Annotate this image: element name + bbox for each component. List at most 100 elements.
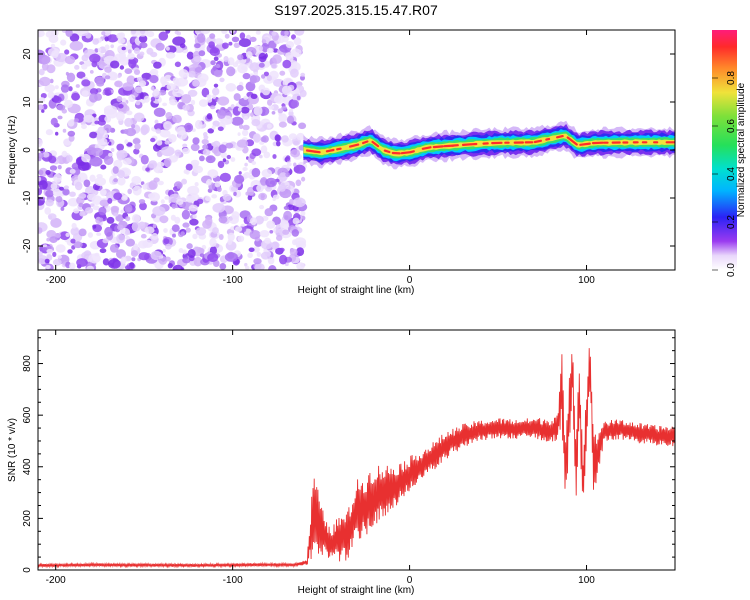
noise-speckle (71, 92, 81, 101)
noise-speckle (126, 207, 132, 213)
noise-speckle (119, 65, 125, 70)
noise-speckle (55, 131, 59, 136)
noise-speckle (182, 257, 191, 264)
noise-speckle (188, 70, 196, 78)
noise-speckle (152, 206, 166, 216)
noise-speckle (295, 179, 302, 187)
noise-speckle (207, 128, 214, 134)
noise-speckle (126, 142, 133, 147)
noise-speckle (190, 159, 200, 167)
noise-speckle (278, 113, 288, 123)
noise-speckle (269, 230, 274, 234)
noise-speckle (114, 73, 119, 79)
noise-speckle (134, 86, 143, 94)
noise-speckle (266, 220, 276, 229)
noise-speckle (181, 178, 188, 185)
noise-speckle (94, 177, 107, 187)
noise-speckle (159, 129, 171, 138)
noise-speckle (260, 145, 268, 154)
noise-speckle (70, 238, 76, 244)
noise-speckle (165, 112, 173, 120)
noise-speckle (89, 53, 101, 63)
noise-speckle (46, 237, 51, 242)
noise-speckle (209, 33, 216, 39)
noise-speckle (286, 115, 295, 124)
noise-speckle (259, 230, 270, 238)
snr-panel: -200 -100 0 100 0 200 400 600 800 Height of stra… (7, 329, 676, 596)
noise-speckle (220, 151, 227, 158)
noise-speckle (206, 178, 212, 186)
noise-speckle (248, 247, 255, 253)
noise-speckle (102, 238, 109, 244)
noise-speckle (110, 44, 114, 49)
noise-speckle (251, 167, 261, 178)
noise-speckle (185, 227, 191, 233)
noise-speckle (132, 138, 141, 145)
noise-speckle (91, 60, 98, 68)
noise-speckle (154, 123, 165, 131)
noise-speckle (69, 168, 76, 174)
noise-speckle (138, 199, 146, 204)
noise-speckle (266, 47, 274, 54)
noise-speckle (96, 232, 102, 236)
noise-speckle (249, 75, 257, 84)
noise-speckle (104, 66, 112, 73)
noise-speckle (116, 32, 124, 40)
noise-speckle (271, 31, 277, 36)
noise-speckle (298, 122, 307, 130)
noise-speckle (244, 162, 248, 167)
noise-speckle (236, 84, 244, 92)
noise-speckle (225, 83, 237, 92)
noise-speckle (89, 174, 96, 182)
noise-speckle (89, 131, 98, 139)
noise-speckle (69, 191, 76, 197)
noise-speckle (190, 143, 200, 152)
noise-speckle (205, 196, 211, 202)
noise-speckle (289, 198, 295, 205)
noise-speckle (89, 156, 103, 167)
noise-speckle (283, 205, 290, 210)
noise-speckle (124, 139, 129, 145)
noise-speckle (260, 136, 267, 143)
noise-speckle (99, 46, 107, 54)
noise-speckle (192, 137, 200, 145)
noise-speckle (241, 129, 249, 137)
noise-speckle (281, 105, 287, 111)
noise-speckle (247, 252, 253, 258)
noise-speckle (274, 134, 281, 142)
noise-speckle (124, 68, 133, 74)
signal-core-segment (305, 149, 317, 153)
noise-speckle (45, 199, 54, 207)
noise-speckle (87, 232, 93, 238)
noise-speckle (238, 38, 251, 48)
noise-speckle (57, 115, 63, 120)
noise-speckle (104, 36, 109, 42)
noise-speckle (133, 112, 145, 122)
noise-speckle (44, 258, 50, 264)
noise-speckle (249, 36, 257, 43)
noise-speckle (57, 255, 62, 259)
noise-speckle (236, 139, 249, 148)
noise-speckle (121, 46, 126, 51)
signal-core-segment (371, 140, 380, 148)
noise-speckle (260, 89, 265, 93)
noise-speckle (192, 233, 198, 240)
noise-speckle (277, 108, 284, 114)
snr-series (38, 348, 675, 569)
noise-speckle (150, 250, 162, 261)
noise-speckle (122, 157, 132, 165)
noise-speckle (83, 114, 95, 123)
noise-speckle (165, 123, 170, 128)
noise-speckle (55, 195, 63, 203)
noise-speckle (49, 78, 54, 84)
noise-speckle (213, 56, 219, 61)
noise-speckle (140, 233, 147, 239)
noise-speckle (291, 229, 299, 237)
noise-speckle (243, 172, 251, 179)
noise-speckle (285, 155, 291, 162)
noise-speckle (121, 97, 127, 103)
signal-core-segment (400, 151, 412, 155)
noise-speckle (89, 203, 95, 208)
